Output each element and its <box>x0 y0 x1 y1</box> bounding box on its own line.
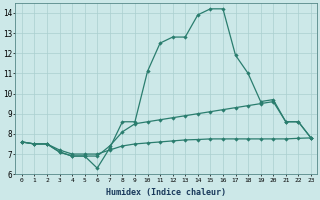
X-axis label: Humidex (Indice chaleur): Humidex (Indice chaleur) <box>106 188 226 197</box>
